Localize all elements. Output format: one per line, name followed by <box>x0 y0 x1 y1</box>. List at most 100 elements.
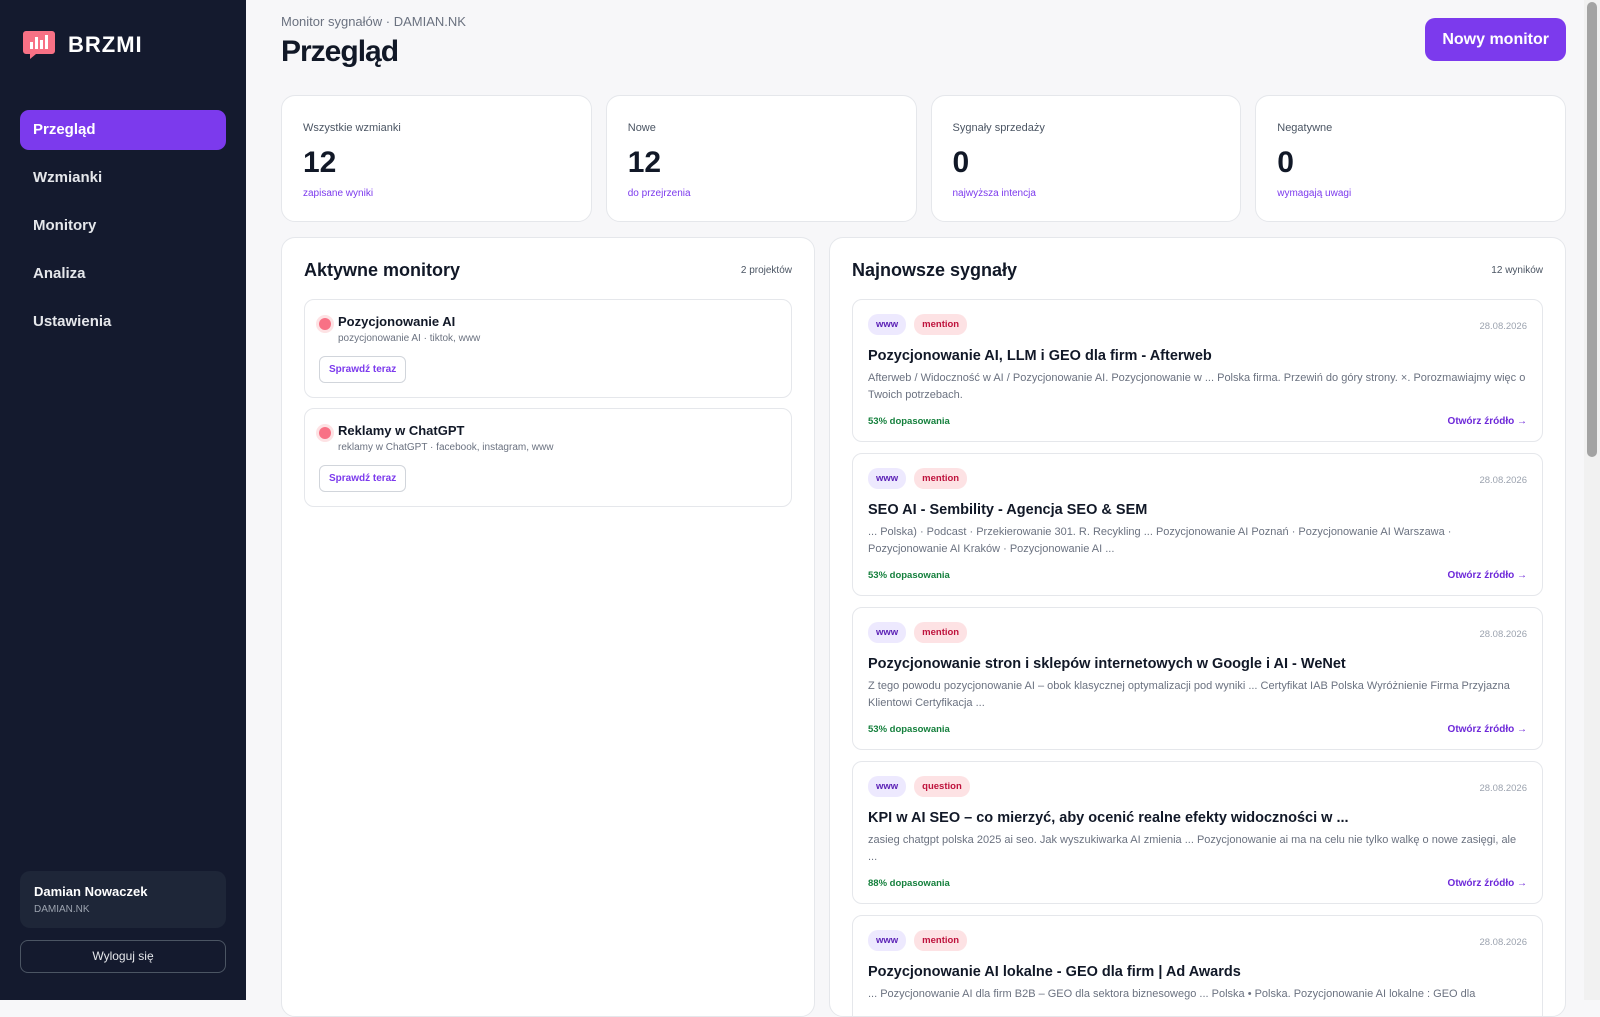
stat-card: Sygnały sprzedaży 0 najwyższa intencja <box>930 95 1242 222</box>
source-link[interactable]: Otwórz źródło → <box>1447 878 1527 889</box>
scroll-thumb[interactable] <box>1587 2 1597 457</box>
signals-panel: Najnowsze sygnały 12 wyników www mention 28… <box>829 237 1566 1017</box>
nav-item[interactable]: Monitory <box>33 217 97 234</box>
stat-label: Sygnały sprzedaży <box>952 122 1045 134</box>
monitor-meta: reklamy w ChatGPT · facebook, instagram,… <box>338 442 554 453</box>
tag: www <box>868 314 907 335</box>
panel-header: Najnowsze sygnały 12 wyników <box>852 260 1543 281</box>
page-title: Przegląd <box>281 35 399 68</box>
tag: www <box>868 468 907 489</box>
signal-snippet: ... Polska) · Podcast · Przekierowanie 3… <box>868 526 1452 555</box>
status-dot <box>319 427 331 439</box>
signal-date: 28.08.2026 <box>1479 629 1527 640</box>
stat-card: Negatywne 0 wymagają uwagi <box>1255 95 1566 222</box>
logout-button[interactable]: Wyloguj się <box>20 940 226 973</box>
tag: question <box>914 776 970 797</box>
monitor-card: Reklamy w ChatGPT reklamy w ChatGPT · fac… <box>304 408 792 507</box>
signal-title: SEO AI - Sembility - Agencja SEO & SEM <box>868 502 1148 518</box>
source-link[interactable]: Otwórz źródło → <box>1447 416 1527 427</box>
monitors-panel: Aktywne monitory 2 projektów Pozycjonowan… <box>281 237 815 1017</box>
logo <box>23 31 55 59</box>
stat-label: Negatywne <box>1277 122 1333 134</box>
tag: mention <box>914 930 968 951</box>
panel-count: 12 wyników <box>1491 265 1543 276</box>
tags: www mention <box>868 930 1527 951</box>
signal-snippet: ... Pozycjonowanie AI dla firm B2B – GEO… <box>868 988 1476 1000</box>
nav-item[interactable]: Wzmianki <box>33 169 103 186</box>
stats: Wszystkie wzmianki 12 zapisane wyniki Nowe 1… <box>281 95 1566 222</box>
tag: www <box>868 776 907 797</box>
user-name: Damian Nowaczek <box>34 884 148 899</box>
signal-title: Pozycjonowanie stron i sklepów interneto… <box>868 656 1346 672</box>
signal-snippet: zasieg chatgpt polska 2025 ai seo. Jak w… <box>868 834 1517 863</box>
check-button[interactable]: Sprawdź teraz <box>319 465 407 492</box>
sidebar: BRZMI Przegląd Wzmianki Monitory Analiza Ust… <box>0 0 246 1000</box>
match-score: 53% dopasowania <box>868 570 950 581</box>
stat-value: 12 <box>627 146 662 179</box>
status-dot <box>319 318 331 330</box>
tag: www <box>868 622 907 643</box>
nav-item[interactable]: Analiza <box>33 265 86 282</box>
signal-card: www question 28.08.2026 KPI w AI SEO – co m… <box>852 761 1543 904</box>
tag: mention <box>914 622 968 643</box>
signal-title: KPI w AI SEO – co mierzyć, aby ocenić re… <box>868 810 1349 826</box>
stat-note: najwyższa intencja <box>952 188 1036 199</box>
check-button[interactable]: Sprawdź teraz <box>319 356 407 383</box>
signal-snippet: Z tego powodu pozycjonowanie AI – obok k… <box>868 680 1510 709</box>
stat-note: zapisane wyniki <box>303 188 374 199</box>
signal-date: 28.08.2026 <box>1479 783 1527 794</box>
match-score: 88% dopasowania <box>868 878 950 889</box>
tag: mention <box>914 468 968 489</box>
signal-date: 28.08.2026 <box>1479 937 1527 948</box>
tag: mention <box>914 314 968 335</box>
signal-title: Pozycjonowanie AI, LLM i GEO dla firm - … <box>868 348 1212 364</box>
main: Monitor sygnałów · DAMIAN.NK Przegląd No… <box>246 0 1584 1017</box>
stat-value: 0 <box>952 146 970 179</box>
panel-title: Aktywne monitory <box>304 260 461 280</box>
brand-name: BRZMI <box>68 32 143 57</box>
stat-value: 0 <box>1277 146 1294 179</box>
scrollbar[interactable] <box>1584 0 1600 1000</box>
tags: www question <box>868 776 1527 797</box>
stat-label: Nowe <box>627 122 656 134</box>
signal-snippet: Afterweb / Widoczność w AI / Pozycjonowa… <box>868 372 1526 401</box>
stat-card: Wszystkie wzmianki 12 zapisane wyniki <box>281 95 592 222</box>
nav: Przegląd Wzmianki Monitory Analiza Ustawieni… <box>20 110 226 350</box>
panel-title: Najnowsze sygnały <box>852 260 1018 280</box>
nav-item[interactable]: Ustawienia <box>33 313 112 330</box>
user-card: Damian Nowaczek DAMIAN.NK <box>20 871 226 928</box>
panels: Aktywne monitory 2 projektów Pozycjonowan… <box>281 237 1566 1017</box>
signal-date: 28.08.2026 <box>1479 321 1527 332</box>
stat-card: Nowe 12 do przejrzenia <box>605 95 917 222</box>
signal-card: www mention 28.08.2026 Pozycjonowanie AI, L… <box>852 299 1543 442</box>
monitor-card: Pozycjonowanie AI pozycjonowanie AI · tik… <box>304 299 792 398</box>
stat-value: 12 <box>303 146 337 179</box>
signal-card: www mention 28.08.2026 Pozycjonowanie AI lo… <box>852 915 1543 1016</box>
source-link[interactable]: Otwórz źródło → <box>1447 724 1527 735</box>
signal-card: www mention 28.08.2026 Pozycjonowanie stron… <box>852 607 1543 750</box>
breadcrumb: Monitor sygnałów · DAMIAN.NK <box>281 14 466 29</box>
panel-header: Aktywne monitory 2 projektów <box>304 260 792 281</box>
user-handle: DAMIAN.NK <box>34 904 90 915</box>
brand[interactable]: BRZMI <box>22 30 143 60</box>
signal-title: Pozycjonowanie AI lokalne - GEO dla firm… <box>868 964 1241 980</box>
panel-count: 2 projektów <box>740 265 792 276</box>
new-monitor-button[interactable]: Nowy monitor <box>1425 18 1566 61</box>
tag: www <box>868 930 907 951</box>
source-link[interactable]: Otwórz źródło → <box>1447 570 1527 581</box>
stat-note: wymagają uwagi <box>1277 188 1352 199</box>
monitor-name: Pozycjonowanie AI <box>338 314 456 329</box>
stat-label: Wszystkie wzmianki <box>303 122 401 134</box>
stat-note: do przejrzenia <box>627 188 691 199</box>
signal-date: 28.08.2026 <box>1479 475 1527 486</box>
tags: www mention <box>868 622 1527 643</box>
signal-card: www mention 28.08.2026 SEO AI - Sembility -… <box>852 453 1543 596</box>
match-score: 53% dopasowania <box>868 724 950 735</box>
monitor-name: Reklamy w ChatGPT <box>338 423 465 438</box>
match-score: 53% dopasowania <box>868 416 950 427</box>
nav-item[interactable]: Przegląd <box>20 110 226 150</box>
monitor-meta: pozycjonowanie AI · tiktok, www <box>338 333 481 344</box>
tags: www mention <box>868 468 1527 489</box>
